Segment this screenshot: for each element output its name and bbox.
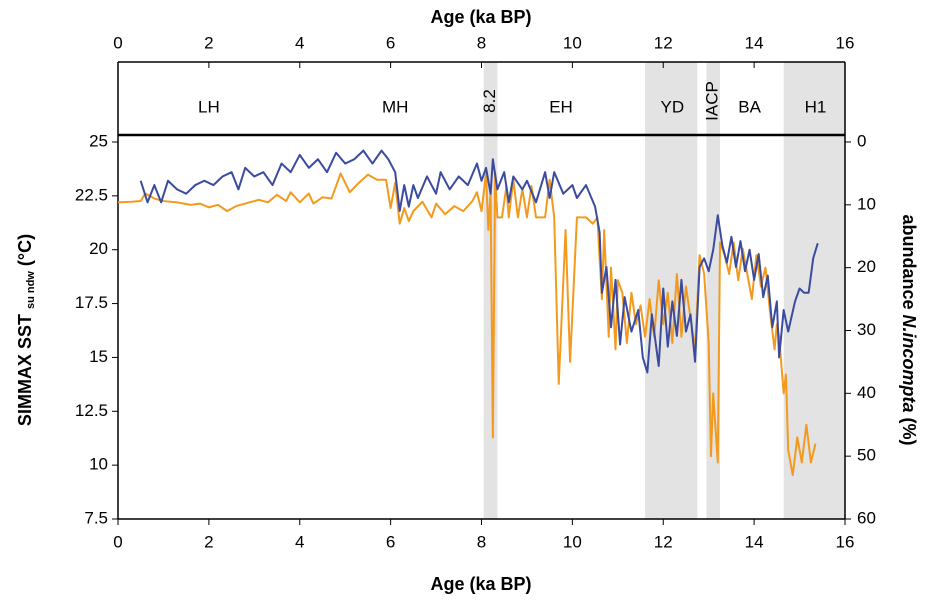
period-label: YD xyxy=(661,97,685,116)
period-label: IACP xyxy=(703,81,722,121)
y2-tick-label: 30 xyxy=(857,320,876,339)
series-line xyxy=(117,172,817,477)
top-x-tick-label: 4 xyxy=(295,33,304,52)
y2-tick-label: 50 xyxy=(857,446,876,465)
period-label: LH xyxy=(198,97,220,116)
y-title: SIMMAX SST su ndw (°C) xyxy=(15,234,40,426)
top-x-tick-label: 14 xyxy=(745,33,764,52)
top-x-tick-label: 10 xyxy=(563,33,582,52)
y-tick-label: 7.5 xyxy=(84,508,108,527)
x-tick-label: 2 xyxy=(204,532,213,551)
y2-tick-label: 10 xyxy=(857,194,876,213)
x-tick-label: 8 xyxy=(477,532,486,551)
top-x-tick-label: 2 xyxy=(204,33,213,52)
y-tick-label: 25 xyxy=(89,131,108,150)
y-tick-label: 22.5 xyxy=(75,185,108,204)
series-line xyxy=(139,149,819,374)
period-label: MH xyxy=(382,97,408,116)
y2-title-main: abundance xyxy=(899,214,919,309)
y-title-sub: su ndw xyxy=(25,271,37,309)
x-tick-label: 12 xyxy=(654,532,673,551)
y-tick-label: 12.5 xyxy=(75,401,108,420)
y2-tick-label: 20 xyxy=(857,257,876,276)
top-x-tick-label: 16 xyxy=(836,33,855,52)
period-label: BA xyxy=(738,97,761,116)
top-x-tick-label: 0 xyxy=(113,33,122,52)
y2-title-unit: (%) xyxy=(899,418,919,446)
x-tick-label: 6 xyxy=(386,532,395,551)
y-tick-label: 15 xyxy=(89,347,108,366)
shaded-band xyxy=(783,62,845,519)
y2-tick-label: 60 xyxy=(857,508,876,527)
x-tick-label: 16 xyxy=(836,532,855,551)
y-title-unit: (°C) xyxy=(15,234,35,266)
y2-tick-label: 40 xyxy=(857,383,876,402)
y2-title-italic: N.incompta xyxy=(899,315,919,413)
shaded-band xyxy=(645,62,698,519)
y2-title: abundance N.incompta (%) xyxy=(899,214,919,445)
x-tick-label: 4 xyxy=(295,532,304,551)
period-label: H1 xyxy=(805,97,827,116)
y2-tick-label: 0 xyxy=(857,131,866,150)
top-x-tick-label: 8 xyxy=(477,33,486,52)
top-x-title: Age (ka BP) xyxy=(430,7,531,27)
x-tick-label: 14 xyxy=(745,532,764,551)
x-title: Age (ka BP) xyxy=(430,574,531,594)
x-tick-label: 10 xyxy=(563,532,582,551)
top-x-tick-label: 6 xyxy=(386,33,395,52)
period-label: EH xyxy=(549,97,573,116)
y-title-main: SIMMAX SST xyxy=(15,314,35,426)
x-tick-label: 0 xyxy=(113,532,122,551)
top-x-tick-label: 12 xyxy=(654,33,673,52)
y-tick-label: 17.5 xyxy=(75,293,108,312)
y-tick-label: 20 xyxy=(89,239,108,258)
period-label: 8.2 xyxy=(480,89,499,113)
y-tick-label: 10 xyxy=(89,455,108,474)
